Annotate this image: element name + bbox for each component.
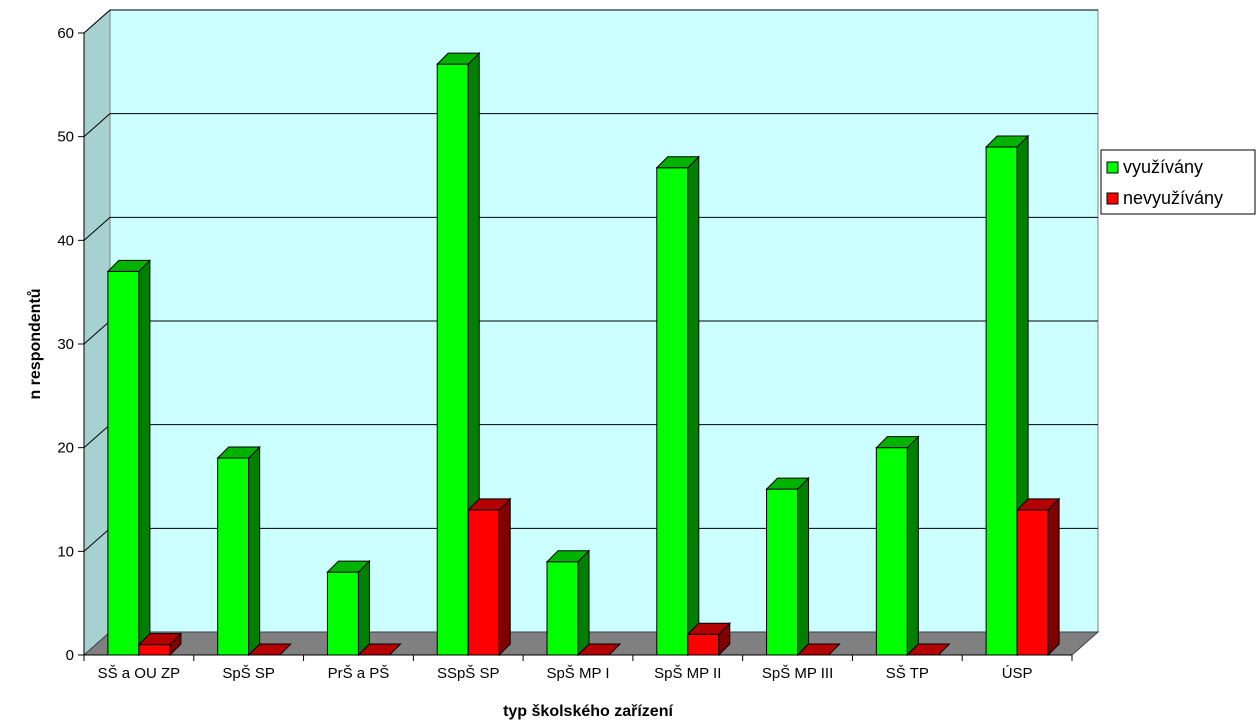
bar-nevyuzivany	[1015, 497, 1061, 657]
bar-vyuzivany	[545, 549, 591, 657]
x-tick-label: SSpŠ SP	[437, 665, 500, 682]
bar-vyuzivany	[875, 435, 920, 657]
bar-nevyuzivany	[686, 622, 731, 657]
y-axis-title: n respondentů	[27, 288, 44, 399]
x-tick-label: SpŠ SP	[222, 665, 275, 682]
x-tick-label: SpŠ MP III	[762, 665, 833, 682]
y-tick-label: 40	[57, 232, 74, 249]
x-axis: SŠ a OU ZP SpŠ SP PrŠ a PŠ SSpŠ SP SpŠ MP I S…	[83, 654, 1073, 682]
gridline-side	[83, 113, 111, 138]
y-tick-label: 0	[66, 647, 74, 664]
legend-label: využívány	[1123, 157, 1203, 177]
bar-vyuzivany	[106, 259, 152, 657]
bar-vyuzivany	[326, 559, 371, 657]
x-tick-label: SpŠ MP II	[654, 665, 721, 682]
x-tick-label: SŠ a OU ZP	[98, 665, 181, 682]
bar-vyuzivany	[765, 476, 810, 657]
bar-nevyuzivany	[247, 643, 292, 656]
y-axis: 0 10 20 30 40 50 60	[57, 25, 85, 664]
y-tick-label: 60	[57, 25, 74, 42]
gridline-side	[83, 216, 111, 241]
bar-vyuzivany	[655, 155, 700, 657]
legend-swatch	[1106, 192, 1119, 205]
gridline-side	[83, 424, 111, 449]
y-tick-label: 10	[57, 543, 74, 560]
gridlines	[83, 9, 1098, 552]
bar-vyuzivany	[216, 445, 261, 657]
bar-nevyuzivany	[467, 497, 512, 657]
y-tick-label: 50	[57, 129, 74, 146]
x-axis-title: typ školského zařízení	[503, 703, 673, 720]
gridline-side	[83, 9, 111, 34]
gridline-side	[83, 320, 111, 345]
legend: využívány nevyužívány	[1100, 149, 1256, 215]
legend-box	[1100, 149, 1256, 215]
legend-label: nevyužívány	[1123, 188, 1223, 208]
y-tick-label: 30	[57, 336, 74, 353]
bar-vyuzivany	[984, 134, 1030, 657]
x-tick-label: PrŠ a PŠ	[328, 665, 390, 682]
y-tick-label: 20	[57, 440, 74, 457]
legend-swatch	[1106, 161, 1119, 174]
x-tick-label: SŠ TP	[886, 665, 929, 682]
bar-nevyuzivany	[137, 632, 183, 657]
x-tick-label: ÚSP	[1002, 665, 1033, 682]
gridline-side	[83, 527, 111, 552]
x-tick-label: SpŠ MP I	[546, 665, 609, 682]
bars	[106, 51, 1061, 657]
